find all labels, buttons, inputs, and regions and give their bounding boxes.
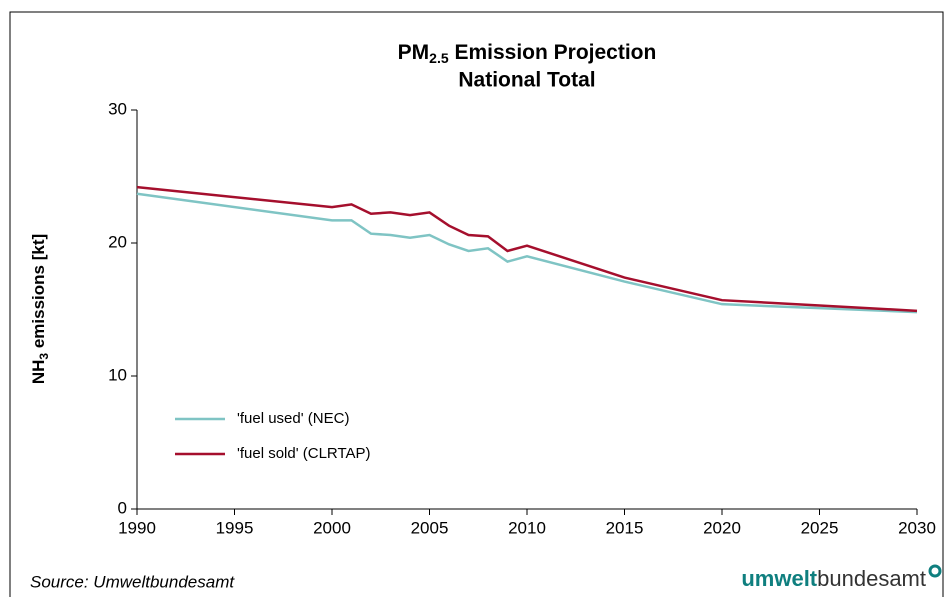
title-part: Emission Projection (449, 41, 657, 64)
y-tick-label: 10 (108, 365, 127, 384)
x-tick-label: 2020 (703, 518, 741, 537)
title-part: PM (398, 41, 430, 64)
legend-label: 'fuel used' (NEC) (237, 410, 349, 427)
series-line (136, 192, 918, 314)
x-tick-label: 2005 (411, 518, 449, 537)
y-axis-label: NH3 emissions [kt] (29, 234, 51, 384)
x-tick-label: 1995 (216, 518, 254, 537)
chart-title: PM2.5 Emission Projection (398, 41, 657, 66)
y-tick-label: 30 (108, 99, 127, 118)
series-line (136, 185, 918, 313)
x-tick-label: 2010 (508, 518, 546, 537)
logo-part: bundesamt (817, 566, 926, 591)
logo-part: umwelt (741, 566, 817, 591)
y-tick-label: 20 (108, 232, 127, 251)
logo: umweltbundesamt (741, 566, 926, 591)
x-tick-label: 2000 (313, 518, 351, 537)
label-part: NH (29, 360, 48, 385)
chart-subtitle: National Total (458, 69, 595, 92)
x-tick-label: 1990 (118, 518, 156, 537)
title-subscript: 2.5 (429, 50, 449, 66)
legend-label: 'fuel sold' (CLRTAP) (237, 445, 371, 462)
label-subscript: 3 (37, 353, 51, 360)
logo-mark (928, 564, 942, 578)
y-tick-label: 0 (118, 498, 127, 517)
x-tick-label: 2025 (801, 518, 839, 537)
frame (9, 11, 944, 597)
x-tick-label: 2030 (898, 518, 936, 537)
x-tick-label: 2015 (606, 518, 644, 537)
source: Source: Umweltbundesamt (30, 572, 235, 591)
label-part: emissions [kt] (29, 234, 48, 353)
